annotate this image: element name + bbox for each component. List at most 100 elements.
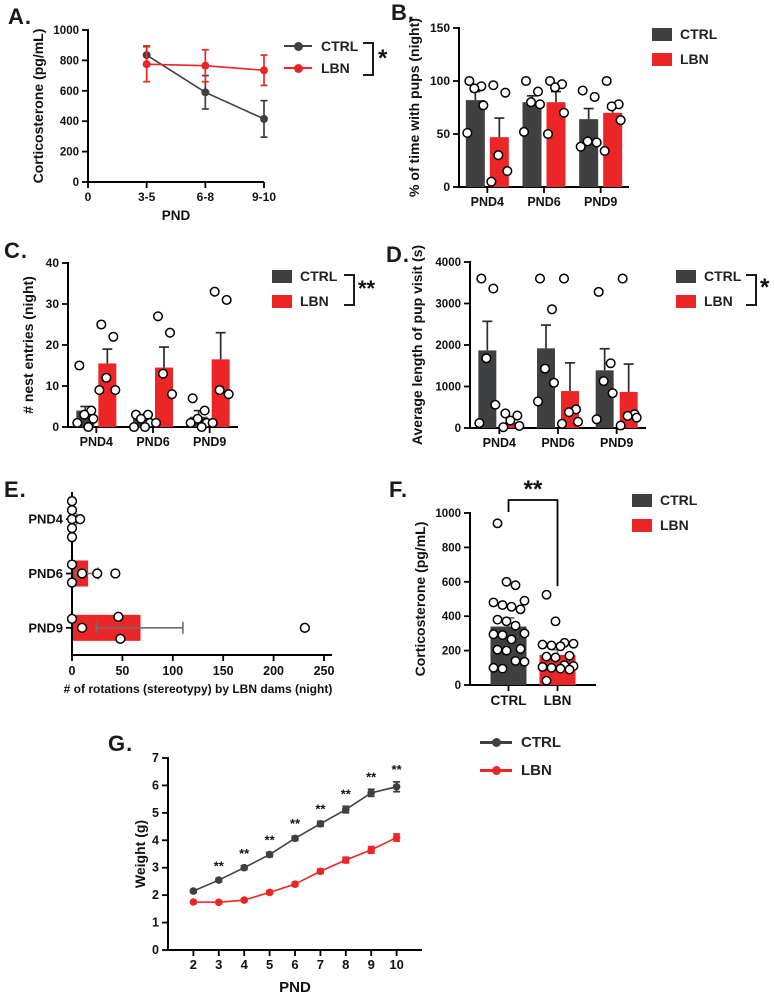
ctrl-line-marker [284, 41, 312, 51]
significance-bracket [344, 274, 355, 306]
svg-text:# nest entries (night): # nest entries (night) [20, 276, 36, 414]
panel-a-plot: 0 200 400 600 800 1000 Corticosterone (pg/mL) 0… [30, 25, 276, 223]
legend-item-ctrl: CTRL [676, 268, 741, 284]
svg-text:9-10: 9-10 [252, 190, 276, 204]
ctrl-swatch [272, 269, 292, 283]
panel-b-legend: CTRL LBN [652, 26, 717, 67]
svg-text:0: 0 [85, 190, 92, 204]
legend-item-lbn: LBN [272, 293, 337, 309]
panel-c-letter: C. [4, 238, 28, 263]
significance-star: * [378, 45, 388, 72]
legend-item-ctrl: CTRL [284, 38, 358, 54]
legend-label-ctrl: CTRL [704, 268, 742, 284]
svg-text:4000: 4000 [435, 257, 461, 269]
svg-text:PND4: PND4 [28, 512, 63, 527]
svg-text:0: 0 [69, 664, 76, 678]
svg-text:PND4: PND4 [471, 195, 504, 209]
svg-text:5: 5 [152, 806, 159, 820]
svg-text:PND9: PND9 [584, 195, 617, 209]
svg-text:LBN: LBN [544, 693, 572, 708]
svg-text:2000: 2000 [435, 340, 461, 352]
svg-text:**: ** [366, 769, 377, 784]
svg-text:0: 0 [73, 177, 79, 189]
panel-a-letter: A. [8, 4, 32, 29]
svg-text:600: 600 [442, 577, 461, 589]
svg-text:PND6: PND6 [136, 435, 169, 449]
ctrl-swatch [676, 269, 696, 283]
significance-bracket [746, 274, 757, 306]
panel-e-letter: E. [4, 477, 27, 502]
svg-text:50: 50 [437, 127, 451, 141]
svg-text:Corticosterone (pg/mL): Corticosterone (pg/mL) [412, 522, 428, 677]
legend-label-lbn: LBN [660, 517, 689, 533]
svg-text:400: 400 [60, 116, 79, 128]
ctrl-swatch [632, 493, 652, 507]
significance-bracket [363, 42, 374, 76]
legend-item-lbn: LBN [676, 293, 741, 309]
svg-text:PND4: PND4 [483, 436, 516, 450]
svg-text:400: 400 [442, 611, 461, 623]
legend-label-ctrl: CTRL [521, 734, 561, 751]
svg-text:**: ** [214, 858, 225, 873]
svg-text:0: 0 [455, 680, 461, 692]
panel-d-letter: D. [386, 242, 410, 267]
svg-text:100: 100 [430, 74, 450, 88]
svg-text:**: ** [392, 762, 403, 777]
svg-text:2: 2 [190, 957, 197, 972]
legend-label-lbn: LBN [521, 762, 552, 779]
legend-item-ctrl: CTRL [632, 492, 697, 508]
significance-star: * [760, 274, 770, 301]
legend-item-ctrl: CTRL [652, 26, 717, 42]
lbn-line-marker [284, 63, 312, 73]
svg-text:100: 100 [162, 664, 183, 678]
legend-label-lbn: LBN [300, 293, 329, 309]
svg-text:200: 200 [442, 646, 461, 658]
svg-text:4: 4 [152, 833, 159, 847]
panel-f-letter: F. [389, 477, 409, 502]
svg-text:200: 200 [60, 147, 79, 159]
svg-text:PND4: PND4 [80, 435, 113, 449]
svg-text:PND: PND [162, 208, 191, 223]
svg-text:# of rotations (stereotypy) by: # of rotations (stereotypy) by LBN dams … [64, 682, 333, 696]
svg-text:7: 7 [152, 751, 159, 765]
svg-text:PND9: PND9 [28, 620, 63, 635]
legend-item-lbn: LBN [652, 51, 717, 67]
significance-star: ** [358, 276, 376, 301]
svg-text:50: 50 [115, 664, 129, 678]
svg-text:6: 6 [152, 778, 159, 792]
svg-text:3: 3 [215, 957, 222, 972]
svg-text:1000: 1000 [435, 508, 461, 520]
lbn-swatch [272, 294, 292, 308]
svg-text:PND9: PND9 [193, 435, 226, 449]
svg-text:20: 20 [46, 338, 60, 352]
svg-text:10: 10 [46, 379, 60, 393]
panel-b-letter: B. [391, 0, 415, 25]
svg-text:0: 0 [455, 423, 461, 435]
panel-a-legend: CTRL LBN * [284, 38, 387, 76]
panel-f-plot: 0 200 400 600 800 1000 Corticosterone (pg/mL) C… [412, 476, 596, 708]
svg-text:**: ** [290, 816, 301, 831]
svg-text:600: 600 [60, 86, 79, 98]
panel-b-plot: 0 50 100 150 % of time with pups (night) PND4… [406, 18, 629, 209]
svg-text:**: ** [524, 476, 543, 503]
svg-text:1000: 1000 [53, 25, 79, 37]
lbn-line-marker [480, 766, 512, 775]
svg-text:% of time with pups (night): % of time with pups (night) [406, 18, 422, 197]
svg-text:PND6: PND6 [28, 566, 63, 581]
svg-text:1: 1 [152, 916, 159, 930]
panel-c-plot: 0 10 20 30 40 # nest entries (night) PND4 PND6 P… [20, 256, 238, 449]
svg-text:Corticosterone (pg/mL): Corticosterone (pg/mL) [30, 29, 46, 184]
panel-g-legend: CTRL LBN [480, 734, 561, 779]
svg-text:9: 9 [368, 957, 375, 972]
legend-item-lbn: LBN [284, 60, 358, 76]
svg-text:200: 200 [263, 664, 284, 678]
legend-label-lbn: LBN [321, 60, 350, 76]
legend-label-ctrl: CTRL [321, 38, 359, 54]
svg-text:30: 30 [46, 297, 60, 311]
panel-f-legend: CTRL LBN [632, 492, 697, 533]
svg-text:**: ** [239, 846, 250, 861]
legend-label-lbn: LBN [704, 293, 733, 309]
svg-text:PND6: PND6 [541, 436, 574, 450]
svg-text:8: 8 [342, 957, 349, 972]
